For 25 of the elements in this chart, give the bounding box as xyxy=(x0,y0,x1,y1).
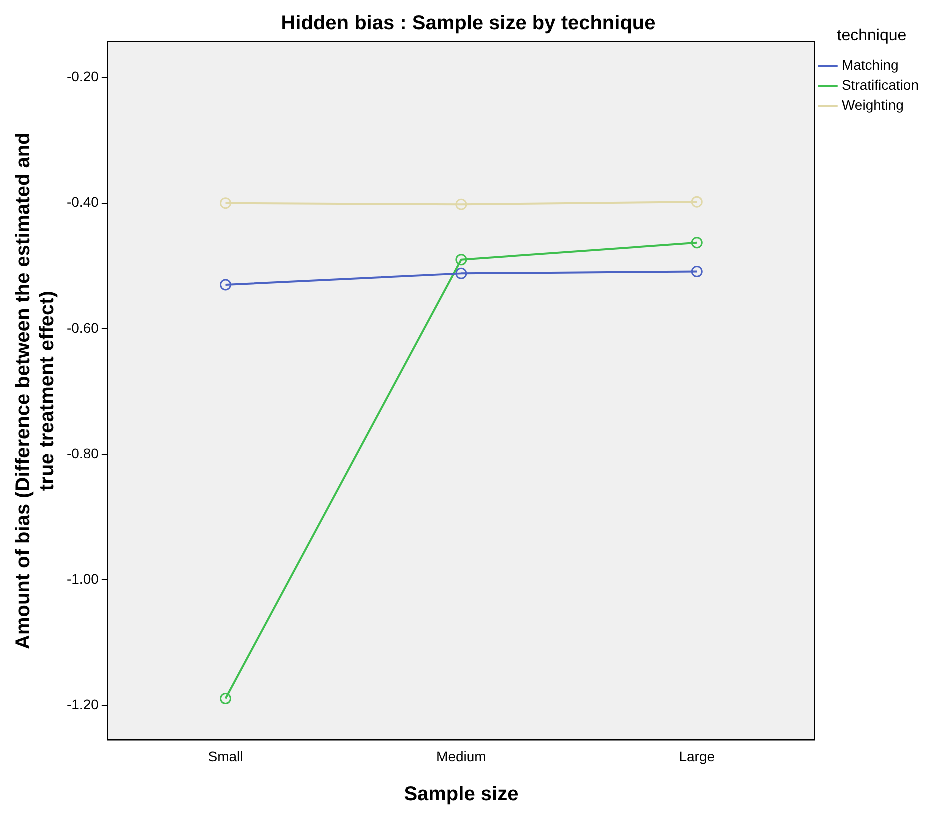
legend-label: Matching xyxy=(842,57,899,74)
point xyxy=(456,198,468,210)
y-tick-label: -1.00 xyxy=(66,570,100,587)
y-tick-label: -0.40 xyxy=(66,194,100,210)
point xyxy=(220,279,232,291)
point xyxy=(691,237,703,249)
chart-title: Hidden bias : Sample size by technique xyxy=(281,12,656,35)
point xyxy=(220,198,232,210)
legend-label: Stratification xyxy=(842,77,920,94)
point xyxy=(456,254,468,266)
point xyxy=(691,196,703,208)
point xyxy=(691,266,703,278)
y-tick-label: -0.80 xyxy=(66,445,100,462)
y-tick-label: -0.60 xyxy=(66,320,100,336)
y-tick-label: -0.20 xyxy=(66,68,100,85)
x-axis-title: Sample size xyxy=(404,784,519,806)
point xyxy=(220,693,232,705)
point xyxy=(456,268,468,280)
y-tick-label: -1.20 xyxy=(66,696,100,713)
x-tick-label: Large xyxy=(679,748,716,764)
x-tick-label: Medium xyxy=(436,748,486,764)
x-tick-label: Small xyxy=(208,748,244,764)
legend-title: technique xyxy=(837,27,907,44)
y-axis-title: Amount of bias (Difference between the estimated and true treatment effect) xyxy=(12,132,59,650)
legend-label: Weighting xyxy=(842,97,904,114)
